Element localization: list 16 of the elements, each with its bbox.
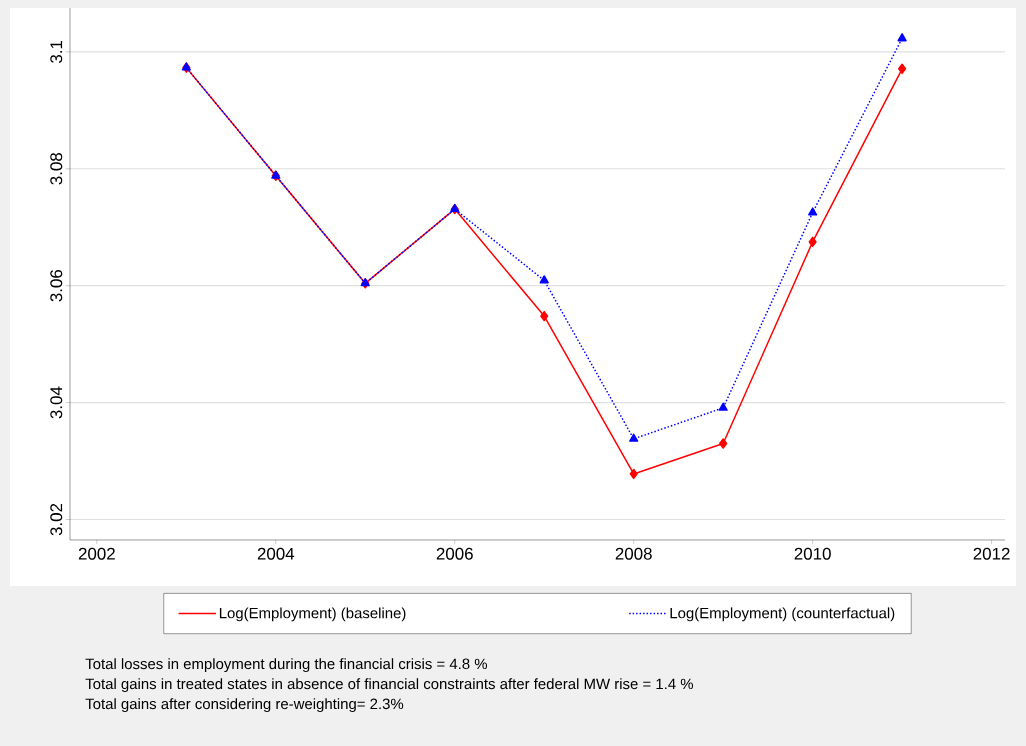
legend-label: Log(Employment) (baseline) bbox=[219, 607, 406, 622]
text: Total gains in treated states in absence of financial constraints after federal MW rise = 1.4 % bbox=[85, 678, 694, 693]
x-tick-label: 2004 bbox=[257, 547, 295, 560]
text: Total gains after considering re-weighting= 2.3% bbox=[85, 698, 404, 713]
x-tick-label: 2008 bbox=[615, 547, 652, 560]
x-tick-label: 2006 bbox=[436, 547, 473, 560]
y-tick-label: 3.1 bbox=[50, 40, 63, 63]
x-tick-label: 2012 bbox=[973, 547, 1010, 560]
x-tick-label: 2002 bbox=[78, 547, 115, 560]
legend-label: Log(Employment) (counterfactual) bbox=[670, 607, 895, 622]
y-tick-label: 3.04 bbox=[50, 386, 63, 419]
text: Total losses in employment during the financial crisis = 4.8 % bbox=[85, 658, 488, 673]
y-tick-label: 3.02 bbox=[50, 503, 63, 536]
y-tick-label: 3.08 bbox=[50, 153, 63, 185]
y-tick-label: 3.06 bbox=[50, 269, 63, 302]
x-tick-label: 2010 bbox=[794, 547, 831, 560]
